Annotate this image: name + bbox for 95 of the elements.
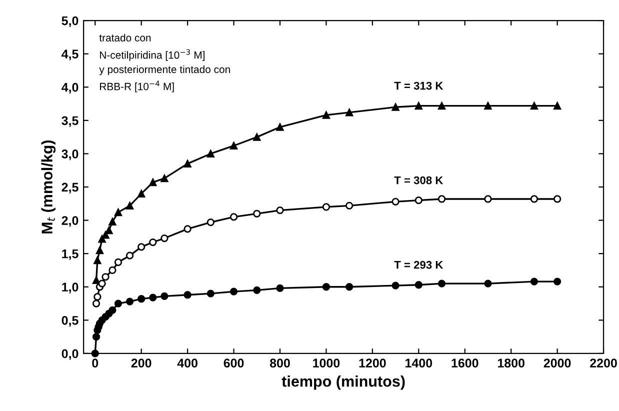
point bbox=[92, 300, 100, 308]
point bbox=[484, 195, 492, 203]
point bbox=[94, 256, 102, 264]
y-tick-label: 0,0 bbox=[62, 349, 78, 360]
point bbox=[414, 102, 422, 110]
point bbox=[346, 283, 354, 291]
point bbox=[149, 178, 157, 186]
point bbox=[392, 103, 400, 111]
point bbox=[322, 283, 330, 291]
y-axis-title: M$_{t}$ (mmol/kg) bbox=[41, 140, 56, 234]
point bbox=[230, 213, 238, 221]
y-tick-label: 2,5 bbox=[62, 182, 78, 194]
point bbox=[114, 258, 122, 266]
point bbox=[114, 300, 122, 308]
point bbox=[276, 284, 284, 292]
y-tick-label: 1,0 bbox=[62, 282, 78, 294]
point bbox=[102, 273, 110, 281]
x-tick-label: 800 bbox=[270, 358, 290, 368]
point bbox=[149, 294, 157, 302]
point bbox=[108, 306, 116, 314]
point bbox=[149, 238, 157, 246]
point bbox=[438, 102, 446, 110]
point bbox=[96, 246, 104, 254]
point bbox=[138, 243, 146, 251]
point bbox=[346, 202, 354, 210]
point bbox=[414, 281, 422, 289]
y-tick-label: 2,0 bbox=[62, 216, 78, 227]
point bbox=[92, 276, 100, 284]
y-tick-label: 3,0 bbox=[62, 150, 78, 160]
series-label: T = 313 K bbox=[394, 82, 444, 90]
point bbox=[126, 252, 134, 260]
point bbox=[253, 133, 261, 141]
point bbox=[138, 295, 146, 303]
point bbox=[276, 123, 284, 131]
x-tick-label: 1200 bbox=[359, 358, 386, 368]
point bbox=[322, 203, 330, 211]
point bbox=[184, 225, 192, 233]
point bbox=[530, 195, 538, 203]
series-label: T = 293 K bbox=[394, 260, 444, 269]
y-tick-label: 3,5 bbox=[62, 116, 78, 127]
point bbox=[126, 202, 134, 210]
point bbox=[438, 280, 446, 288]
point bbox=[230, 288, 238, 296]
point bbox=[206, 150, 214, 158]
point bbox=[138, 190, 146, 198]
point bbox=[438, 195, 446, 203]
x-tick-label: 1600 bbox=[452, 358, 478, 368]
x-tick-label: 1400 bbox=[406, 358, 432, 368]
point bbox=[322, 111, 330, 119]
point bbox=[414, 196, 422, 204]
point bbox=[160, 174, 168, 182]
point bbox=[530, 278, 538, 286]
point bbox=[98, 280, 106, 288]
point bbox=[346, 108, 354, 116]
point bbox=[92, 332, 100, 341]
y-tick-label: 4,0 bbox=[62, 82, 78, 94]
x-tick-label: 600 bbox=[224, 358, 244, 368]
point bbox=[530, 102, 538, 110]
point bbox=[108, 266, 116, 274]
point bbox=[484, 102, 492, 110]
x-tick-label: 2200 bbox=[590, 358, 617, 368]
point bbox=[126, 298, 134, 306]
point bbox=[230, 142, 238, 150]
x-tick-label: 200 bbox=[131, 358, 152, 368]
point bbox=[553, 102, 562, 110]
point bbox=[253, 210, 261, 218]
point bbox=[553, 278, 562, 286]
point bbox=[206, 290, 214, 298]
point bbox=[114, 208, 122, 216]
y-tick-label: 1,5 bbox=[62, 250, 78, 260]
x-tick-label: 2000 bbox=[544, 358, 571, 368]
x-tick-label: 1000 bbox=[313, 358, 340, 368]
y-tick-label: 5,0 bbox=[62, 16, 78, 28]
point bbox=[184, 291, 192, 299]
y-tick-label: 0,5 bbox=[62, 316, 78, 327]
point bbox=[160, 292, 168, 300]
point bbox=[253, 286, 261, 294]
point bbox=[392, 282, 400, 290]
point bbox=[484, 280, 492, 288]
x-axis-title: tiempo (minutos) bbox=[282, 376, 405, 390]
point bbox=[160, 234, 168, 242]
x-tick-label: 0 bbox=[92, 358, 98, 368]
annotation: tratado con N-cetilpiridina [10$^{−3}$ M] y posteriormente tintado con RBB-R [10$^{−4}$ M] bbox=[99, 34, 230, 92]
point bbox=[392, 198, 400, 206]
series-label: T = 308 K bbox=[394, 176, 444, 184]
y-tick-label: 4,5 bbox=[62, 50, 78, 60]
point bbox=[553, 195, 562, 203]
point bbox=[94, 293, 102, 301]
point bbox=[105, 226, 113, 234]
point bbox=[184, 160, 192, 168]
point bbox=[276, 206, 284, 214]
x-tick-label: 400 bbox=[177, 358, 198, 368]
x-tick-label: 1800 bbox=[498, 358, 524, 368]
point bbox=[206, 218, 214, 226]
point bbox=[108, 218, 116, 226]
